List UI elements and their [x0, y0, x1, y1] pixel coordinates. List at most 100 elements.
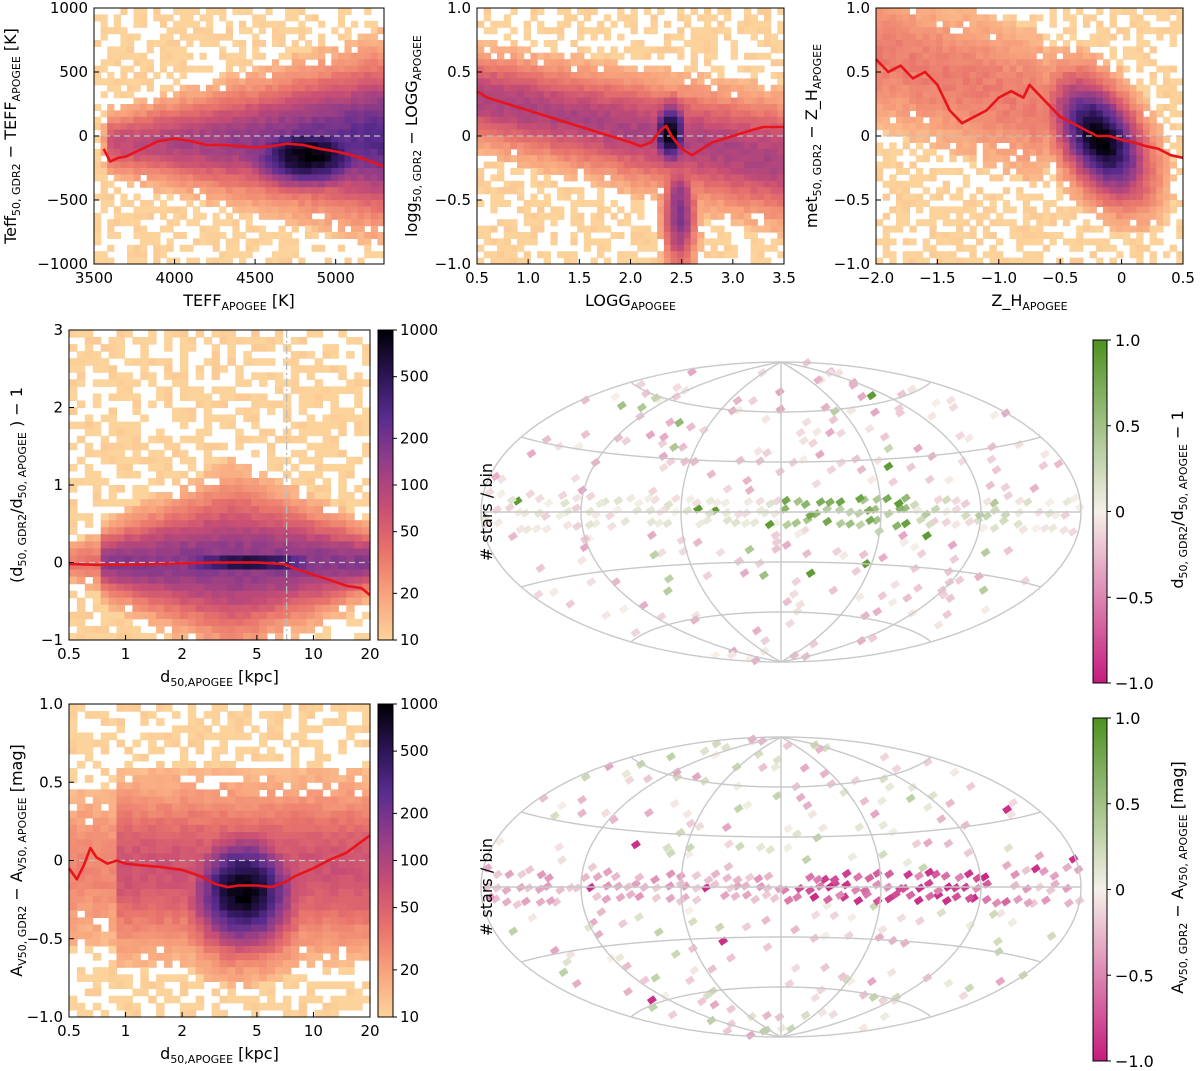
heatmap-cell	[76, 330, 86, 338]
heatmap-cell	[962, 123, 971, 131]
heatmap-cell	[929, 110, 937, 118]
heatmap-cell	[206, 161, 214, 169]
heatmap-cell	[252, 187, 260, 195]
heatmap-cell	[989, 129, 997, 137]
heatmap-cell	[497, 244, 505, 252]
heatmap-cell	[239, 174, 247, 182]
heatmap-cell	[590, 104, 598, 111]
heatmap-cell	[882, 27, 890, 35]
heatmap-cell	[956, 97, 964, 105]
heatmap-cell	[1163, 84, 1171, 92]
heatmap-cell	[156, 611, 165, 620]
heatmap-cell	[127, 244, 135, 252]
heatmap-cell	[351, 110, 359, 118]
heatmap-cell	[225, 116, 233, 124]
heatmap-cell	[717, 8, 725, 15]
heatmap-cell	[1129, 168, 1137, 175]
heatmap-cell	[643, 52, 652, 60]
heatmap-cell	[570, 72, 578, 79]
heatmap-cell	[663, 129, 672, 137]
heatmap-cell	[1102, 33, 1111, 41]
heatmap-cell	[550, 27, 558, 35]
heatmap-cell	[100, 449, 110, 458]
heatmap-cell	[876, 20, 884, 28]
heatmap-cell	[203, 492, 213, 500]
heatmap-cell	[1136, 65, 1144, 73]
heatmap-cell	[94, 148, 102, 156]
heatmap-cell	[1002, 20, 1011, 28]
heatmap-cell	[146, 59, 154, 67]
heatmap-cell	[690, 59, 698, 67]
heatmap-cell	[657, 206, 665, 214]
heatmap-cell	[1062, 46, 1071, 54]
heatmap-cell	[324, 168, 332, 175]
heatmap-cell	[324, 212, 332, 220]
heatmap-cell	[1029, 212, 1037, 220]
heatmap-cell	[278, 136, 286, 143]
heatmap-cell	[523, 20, 531, 28]
heatmap-cell	[710, 200, 718, 207]
heatmap-cell	[643, 110, 652, 118]
heatmap-cell	[657, 8, 665, 15]
heatmap-cell	[1036, 238, 1044, 246]
heatmap-cell	[750, 110, 758, 118]
heatmap-cell	[1076, 238, 1084, 246]
heatmap-cell	[318, 33, 326, 41]
heatmap-cell	[690, 187, 698, 195]
heatmap-cell	[677, 72, 685, 79]
heatmap-cell	[1076, 232, 1084, 239]
heatmap-cell	[922, 123, 930, 131]
heatmap-cell	[590, 72, 598, 79]
heatmap-cell	[76, 597, 86, 606]
heatmap-cell	[116, 633, 125, 641]
heatmap-cell	[750, 129, 758, 137]
heatmap-cell	[1016, 123, 1024, 131]
heatmap-cell	[697, 180, 705, 188]
y-axis-title: logg50, GDR2 − LOGGAPOGEE	[402, 35, 424, 237]
heatmap-cell	[166, 40, 174, 47]
heatmap-cell	[1136, 168, 1144, 175]
heatmap-cell	[100, 33, 108, 41]
heatmap-cell	[265, 148, 273, 156]
heatmap-cell	[922, 200, 930, 207]
heatmap-cell	[76, 576, 86, 585]
heatmap-cell	[490, 136, 498, 143]
heatmap-cell	[285, 110, 293, 118]
heatmap-cell	[166, 193, 174, 201]
heatmap-cell	[650, 97, 658, 105]
heatmap-cell	[563, 187, 572, 195]
heatmap-cell	[503, 200, 511, 207]
heatmap-cell	[1029, 104, 1037, 111]
heatmap-cell	[1143, 244, 1151, 252]
heatmap-cell	[1062, 40, 1071, 47]
heatmap-cell	[637, 180, 645, 188]
heatmap-cell	[1089, 200, 1097, 207]
heatmap-cell	[956, 123, 964, 131]
heatmap-cell	[483, 238, 491, 246]
heatmap-cell	[583, 142, 592, 150]
heatmap-cell	[318, 142, 326, 150]
heatmap-cell	[187, 562, 197, 571]
heatmap-cell	[1116, 142, 1124, 150]
heatmap-cell	[192, 116, 201, 124]
heatmap-cell	[1009, 14, 1017, 22]
heatmap-cell	[1076, 91, 1084, 99]
heatmap-cell	[1129, 142, 1137, 150]
y-tick-label: −0.5	[834, 191, 870, 209]
x-tick-label: −1.5	[919, 269, 955, 287]
heatmap-cell	[583, 200, 592, 207]
heatmap-cell	[610, 200, 618, 207]
heatmap-cell	[1056, 59, 1064, 67]
heatmap-cell	[583, 27, 592, 35]
heatmap-cell	[100, 251, 108, 259]
heatmap-cell	[637, 200, 645, 207]
heatmap-cell	[364, 193, 372, 201]
heatmap-cell	[243, 548, 252, 556]
heatmap-cell	[1136, 91, 1144, 99]
heatmap-cell	[364, 78, 372, 86]
heatmap-cell	[996, 52, 1004, 60]
heatmap-cell	[1143, 219, 1151, 227]
heatmap-cell	[1016, 155, 1024, 163]
heatmap-cell	[1016, 174, 1024, 182]
heatmap-cell	[1096, 84, 1104, 92]
